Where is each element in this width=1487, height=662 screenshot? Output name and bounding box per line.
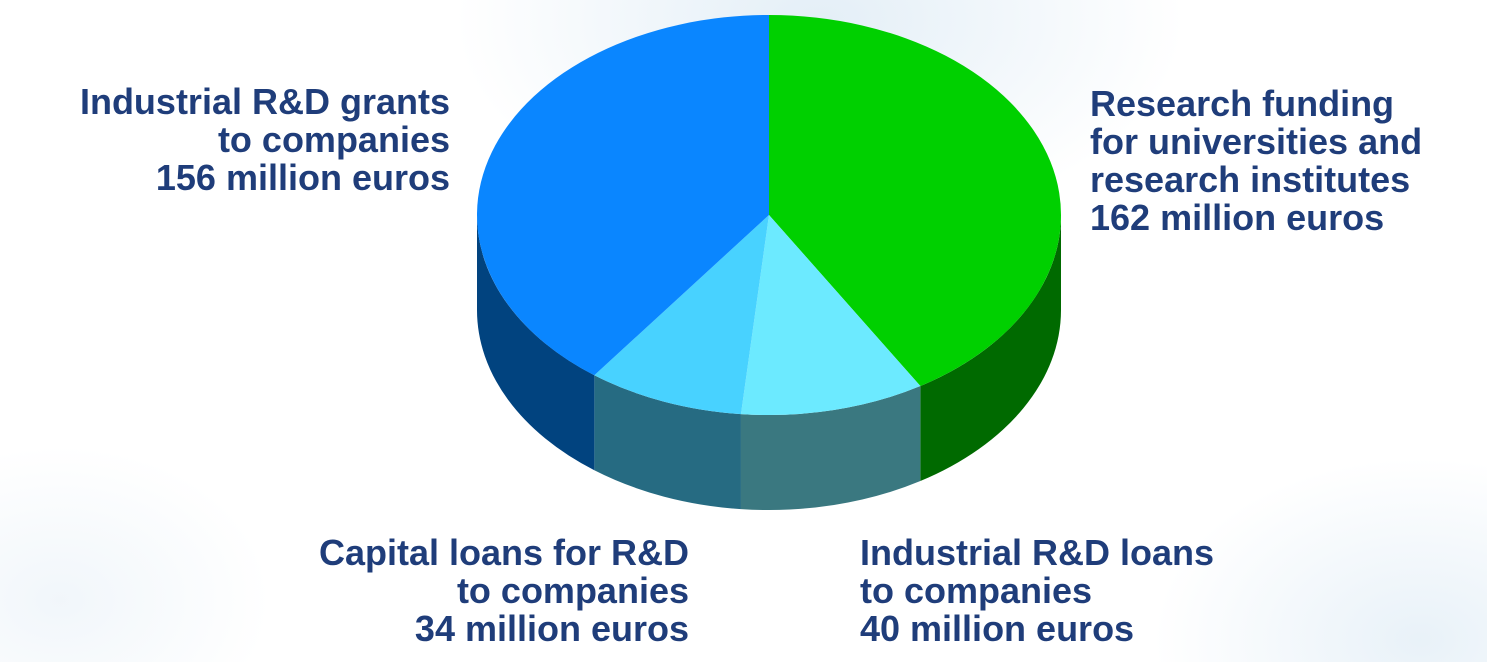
label-line: to companies [860,570,1093,611]
pie-slice-research-funding-for-universities-and-research-institutes [769,15,1062,387]
label-line: Research funding [1090,83,1395,124]
label-capital-loans: Capital loans for R&D to companies 34 mi… [319,534,689,648]
label-line: 162 million euros [1090,197,1385,238]
pie-side-capital-loans-for-r-d-to-companies [594,375,741,510]
label-industrial-rd-grants: Industrial R&D grants to companies 156 m… [80,83,450,197]
label-line: 34 million euros [414,608,689,649]
label-line: for universities and [1090,121,1423,162]
pie-slice-capital-loans-for-r-d-to-companies [594,215,769,415]
pie-slice-industrial-r-d-loans-to-companies [740,215,921,416]
label-line: to companies [456,570,689,611]
label-line: 156 million euros [155,157,450,198]
label-research-funding: Research funding for universities and re… [1090,85,1422,237]
pie-side-research-funding-for-universities-and-research-institutes [920,215,1061,482]
pie-side-industrial-r-d-grants-to-companies [477,215,595,471]
pie-tops [477,15,1062,416]
label-line: to companies [217,119,450,160]
pie-sides [477,215,1061,511]
label-line: Industrial R&D grants [79,81,450,122]
label-industrial-rd-loans: Industrial R&D loans to companies 40 mil… [860,534,1214,648]
label-line: research institutes [1090,159,1411,200]
pie-slice-industrial-r-d-grants-to-companies [477,15,769,376]
label-line: 40 million euros [860,608,1135,649]
label-line: Capital loans for R&D [318,532,689,573]
label-line: Industrial R&D loans [860,532,1215,573]
pie-side-industrial-r-d-loans-to-companies [740,386,921,511]
